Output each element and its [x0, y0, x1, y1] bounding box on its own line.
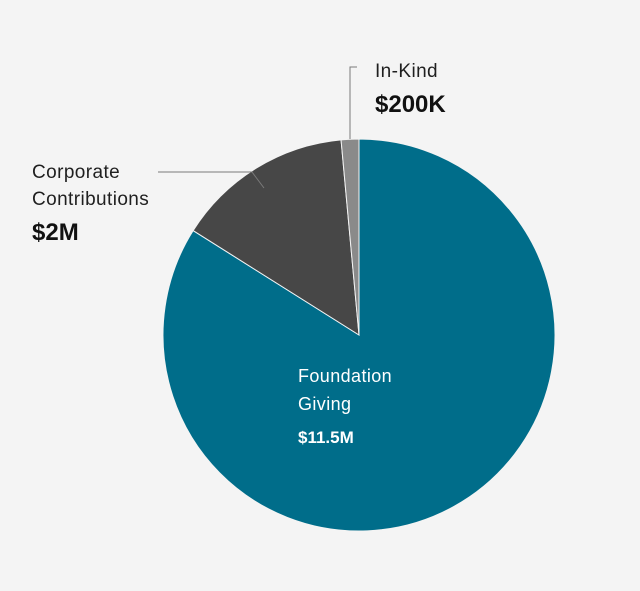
- label-foundation-giving: Foundation Giving $11.5M: [298, 366, 392, 447]
- slice-in-kind: [340, 138, 360, 336]
- slice-value-foundation: $11.5M: [298, 428, 354, 447]
- slice-label-foundation-line1: Foundation: [298, 366, 392, 386]
- label-in-kind: In-Kind $200K: [349, 61, 446, 139]
- slice-value-corporate: $2M: [32, 219, 79, 246]
- pie-slices: [162, 138, 556, 532]
- slice-corporate-contributions: [192, 139, 360, 336]
- slice-label-in-kind: In-Kind: [375, 61, 438, 82]
- leader-line-corporate: [158, 171, 265, 189]
- leader-line-in-kind: [349, 66, 357, 139]
- slice-label-foundation-line2: Giving: [298, 394, 351, 414]
- slice-label-corporate-line1: Corporate: [32, 162, 120, 183]
- slice-label-corporate-line2: Contributions: [32, 189, 149, 210]
- label-corporate-contributions: Corporate Contributions $2M: [32, 162, 265, 246]
- slice-value-in-kind: $200K: [375, 91, 446, 118]
